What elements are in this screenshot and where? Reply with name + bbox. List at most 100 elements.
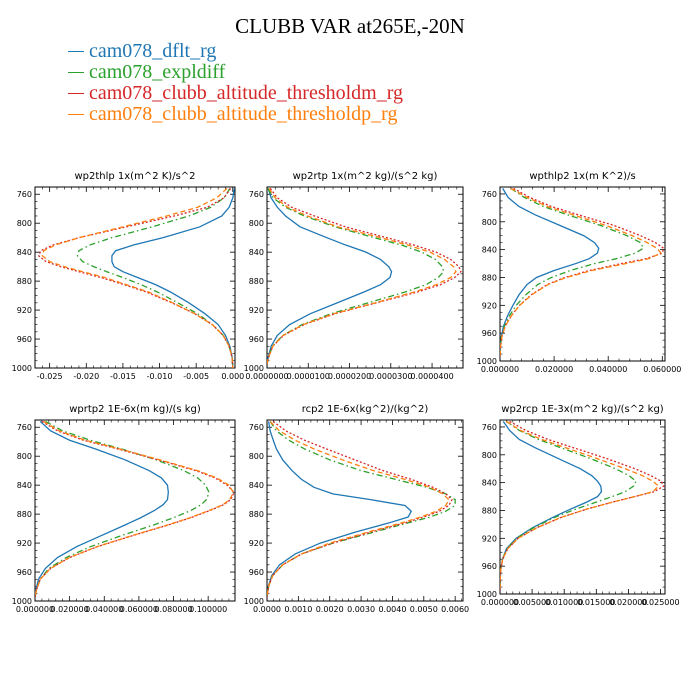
plot-frame	[34, 419, 236, 602]
chart-title: rcp2 1E-6x(kg^2)/(kg^2)	[302, 404, 429, 415]
chart-title: wp2rcp 1E-3x(m^2 kg)/(s^2 kg)	[501, 404, 664, 415]
chart-title: wp2rtp 1x(m^2 kg)/(s^2 kg)	[293, 171, 438, 182]
chart-panel-6: wp2rcp 1E-3x(m^2 kg)/(s^2 kg) 760 800 840 88…	[477, 404, 680, 607]
x-tick-label: -0.010	[147, 372, 173, 381]
x-tick-label: 0.040000	[85, 605, 123, 614]
series-line-4	[41, 187, 234, 368]
y-tick-label: 960	[249, 568, 264, 577]
legend-line-icon	[68, 71, 84, 73]
y-tick-label: 840	[17, 481, 32, 490]
x-tick-label: 0.0000400	[410, 372, 453, 381]
chart-title: wp2thlp 1x(m^2 K)/s^2	[74, 171, 195, 182]
series-line-2	[76, 188, 234, 368]
figure-title: CLUBB VAR at265E,-20N	[235, 14, 465, 38]
plot-frame	[499, 419, 666, 595]
y-tick-label: 1000	[477, 357, 497, 366]
series-line-1	[111, 188, 235, 368]
x-tick-label: 0.0000200	[328, 372, 371, 381]
y-tick-label: 840	[249, 248, 264, 257]
chart-panel-4: wprtp2 1E-6x(m kg)/(s kg) 760 800 840 880 920…	[12, 404, 236, 614]
series-line-1	[267, 188, 393, 365]
chart-panel-2: wp2rtp 1x(m^2 kg)/(s^2 kg) 760 800 840 880 92…	[244, 171, 464, 381]
plot-frame	[266, 186, 464, 369]
legend-line-icon	[68, 50, 84, 52]
x-tick-label: 0.0020	[316, 605, 344, 614]
series-line-2	[35, 420, 210, 598]
y-tick-label: 800	[17, 452, 32, 461]
y-tick-label: 880	[482, 506, 497, 515]
x-tick-label: -0.020	[73, 372, 99, 381]
x-tick-label: 0.025000	[641, 598, 679, 607]
x-tick-label: 0.000	[221, 372, 244, 381]
x-tick-label: 0.0060	[441, 605, 469, 614]
chart-panel-5: rcp2 1E-6x(kg^2)/(kg^2) 760 800 840 880 920 96…	[244, 404, 470, 614]
series-line-4	[267, 188, 457, 365]
y-tick-label: 800	[249, 219, 264, 228]
x-tick-label: 0.005000	[513, 598, 551, 607]
y-tick-label: 760	[482, 190, 497, 199]
x-tick-label: 0.0000100	[287, 372, 330, 381]
y-tick-label: 840	[17, 248, 32, 257]
legend-label: cam078_dflt_rg	[89, 39, 217, 62]
y-tick-label: 800	[482, 218, 497, 227]
y-tick-label: 840	[482, 246, 497, 255]
x-tick-label: 0.0000000	[245, 372, 288, 381]
plot-frame	[266, 419, 464, 602]
x-tick-label: 0.010000	[545, 598, 583, 607]
plot-frame	[34, 186, 236, 369]
x-tick-label: 0.0000	[253, 605, 281, 614]
series-line-3	[37, 188, 234, 368]
x-tick-label: 0.000000	[481, 365, 519, 374]
y-tick-label: 760	[17, 423, 32, 432]
series-line-1	[500, 188, 600, 358]
y-tick-label: 880	[249, 510, 264, 519]
y-tick-label: 920	[482, 301, 497, 310]
y-tick-label: 760	[249, 190, 264, 199]
x-tick-label: 0.0030	[347, 605, 375, 614]
series-line-1	[35, 420, 169, 598]
legend-label: cam078_clubb_altitude_thresholdp_rg	[89, 102, 398, 125]
x-tick-label: 0.020000	[535, 365, 573, 374]
y-tick-label: 880	[482, 273, 497, 282]
plot-frame	[499, 186, 666, 362]
y-tick-label: 880	[17, 510, 32, 519]
series-line-2	[500, 420, 637, 591]
y-tick-label: 920	[17, 539, 32, 548]
legend-entry-dflt: cam078_dflt_rg	[68, 40, 216, 62]
chart-panel-3: wpthlp2 1x(m K^2)/s 760 800 840 880 920 960 100…	[477, 171, 682, 374]
series-line-3	[500, 187, 665, 358]
y-tick-label: 840	[249, 481, 264, 490]
series-line-4	[500, 187, 662, 358]
series-line-3	[500, 420, 665, 591]
series-line-4	[35, 420, 235, 598]
y-tick-label: 760	[482, 423, 497, 432]
y-tick-label: 960	[17, 568, 32, 577]
y-tick-label: 920	[249, 539, 264, 548]
legend-label: cam078_expldiff	[89, 60, 226, 83]
series-line-1	[267, 421, 413, 598]
legend-entry-thresholdp: cam078_clubb_altitude_thresholdp_rg	[68, 103, 397, 125]
y-tick-label: 1000	[244, 364, 264, 373]
y-tick-label: 920	[482, 534, 497, 543]
y-tick-label: 840	[482, 479, 497, 488]
x-tick-label: 0.100000	[189, 605, 227, 614]
x-tick-label: 0.0040	[378, 605, 406, 614]
y-tick-label: 800	[482, 451, 497, 460]
legend-entry-expldiff: cam078_expldiff	[68, 61, 225, 83]
x-tick-label: -0.005	[183, 372, 209, 381]
series-line-2	[267, 421, 456, 598]
y-tick-label: 1000	[244, 597, 264, 606]
x-tick-label: 0.0000300	[369, 372, 412, 381]
x-tick-label: 0.015000	[577, 598, 615, 607]
x-tick-label: 0.000000	[481, 598, 519, 607]
x-tick-label: 0.060000	[643, 365, 681, 374]
y-tick-label: 960	[249, 335, 264, 344]
x-tick-label: 0.040000	[589, 365, 627, 374]
y-tick-label: 960	[482, 329, 497, 338]
y-tick-label: 800	[17, 219, 32, 228]
y-tick-label: 1000	[477, 590, 497, 599]
x-tick-label: -0.025	[37, 372, 63, 381]
series-line-3	[35, 420, 235, 598]
y-tick-label: 920	[17, 306, 32, 315]
